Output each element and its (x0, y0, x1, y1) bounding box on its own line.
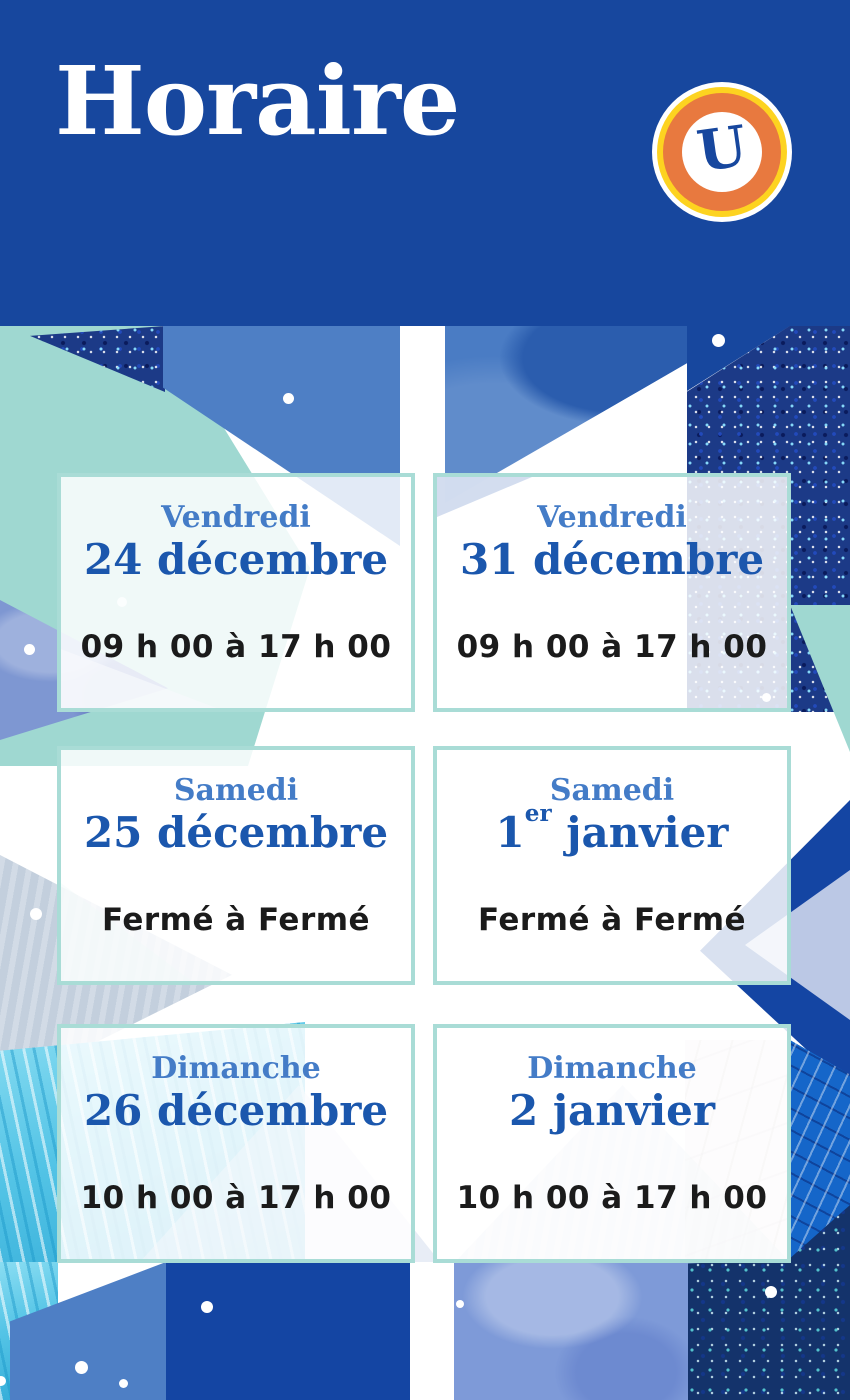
schedule-card-samedi-25: Samedi 25 décembre Fermé à Fermé (57, 746, 415, 985)
snow-dot (0, 1376, 6, 1386)
date-label: 26 décembre (83, 1085, 389, 1135)
snow-dot (24, 644, 35, 655)
snow-dot (456, 1300, 464, 1308)
brand-logo: U (652, 82, 792, 222)
snow-dot (75, 1361, 88, 1374)
logo-orange-ring: U (663, 93, 781, 211)
schedule-card-dimanche-2: Dimanche 2 janvier 10 h 00 à 17 h 00 (433, 1024, 791, 1263)
snow-dot (283, 393, 294, 404)
snow-dot (712, 334, 725, 347)
day-label: Samedi (549, 773, 675, 808)
snow-dot (119, 1379, 128, 1388)
day-label: Vendredi (161, 500, 311, 535)
schedule-card-vendredi-24: Vendredi 24 décembre 09 h 00 à 17 h 00 (57, 473, 415, 712)
date-label: 1er janvier (495, 800, 729, 857)
hours-label: 09 h 00 à 17 h 00 (456, 628, 768, 665)
day-label: Vendredi (537, 500, 687, 535)
collage-periwinkle-bottom-shape (454, 1262, 700, 1400)
date-label: 31 décembre (459, 534, 765, 584)
snow-dot (765, 1286, 777, 1298)
date-label: 24 décembre (83, 534, 389, 584)
logo-inner-circle: U (682, 112, 762, 192)
brand-logo-letter: U (692, 112, 751, 186)
day-label: Dimanche (527, 1051, 697, 1086)
hours-label: Fermé à Fermé (101, 901, 371, 938)
hours-label: Fermé à Fermé (477, 901, 747, 938)
collage-royal-bottom-shape (166, 1262, 410, 1400)
day-label: Samedi (173, 773, 299, 808)
hours-label: 09 h 00 à 17 h 00 (80, 628, 392, 665)
date-label: 2 janvier (508, 1085, 715, 1135)
schedule-card-samedi-1er: Samedi 1er janvier Fermé à Fermé (433, 746, 791, 985)
snow-dot (30, 908, 42, 920)
logo-yellow-ring: U (657, 87, 787, 217)
date-label: 25 décembre (83, 807, 389, 857)
hours-label: 10 h 00 à 17 h 00 (456, 1179, 768, 1216)
schedule-card-dimanche-26: Dimanche 26 décembre 10 h 00 à 17 h 00 (57, 1024, 415, 1263)
page-title: Horaire (55, 46, 460, 157)
snow-dot (201, 1301, 213, 1313)
schedule-card-vendredi-31: Vendredi 31 décembre 09 h 00 à 17 h 00 (433, 473, 791, 712)
hours-label: 10 h 00 à 17 h 00 (80, 1179, 392, 1216)
day-label: Dimanche (151, 1051, 321, 1086)
